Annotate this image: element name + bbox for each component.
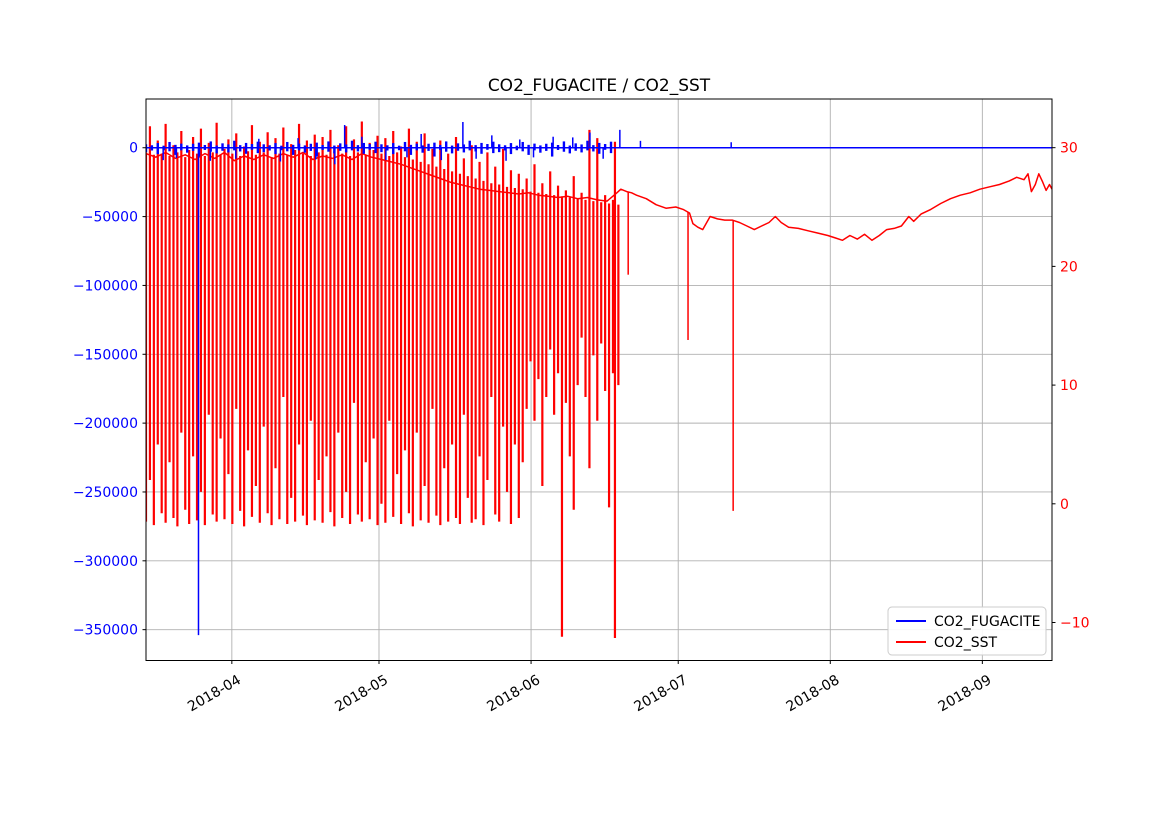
y-left-tick-label: −350000 bbox=[73, 623, 138, 639]
legend: CO2_FUGACITE CO2_SST bbox=[887, 606, 1047, 656]
grid-lines bbox=[146, 99, 1052, 661]
x-tick-label: 2018-09 bbox=[936, 672, 995, 715]
y-left-tick-label: −250000 bbox=[73, 485, 138, 501]
y-left-tick-label: −50000 bbox=[82, 210, 138, 226]
y-left-tick-label: −150000 bbox=[73, 347, 138, 363]
series-line bbox=[146, 151, 1052, 242]
y-right-tick-label: 30 bbox=[1060, 141, 1078, 157]
x-tick-label: 2018-04 bbox=[185, 672, 244, 715]
x-tick-label: 2018-06 bbox=[484, 672, 543, 715]
y-left-tick-label: −100000 bbox=[73, 278, 138, 294]
y-left-tick-label: −300000 bbox=[73, 554, 138, 570]
y-right-tick-label: −10 bbox=[1060, 616, 1090, 632]
legend-box bbox=[887, 606, 1047, 656]
data-series bbox=[146, 121, 1052, 638]
x-tick-label: 2018-07 bbox=[632, 672, 691, 715]
series-co2_sst bbox=[146, 121, 1052, 638]
y-right-tick-label: 10 bbox=[1060, 378, 1078, 394]
y-left-tick-label: 0 bbox=[129, 141, 138, 157]
y-right-tick-label: 20 bbox=[1060, 259, 1078, 275]
series-co2_fugacite bbox=[146, 121, 1052, 636]
legend-label: CO2_SST bbox=[934, 635, 997, 651]
y-right-tick-label: 0 bbox=[1060, 497, 1069, 513]
x-tick-label: 2018-05 bbox=[332, 672, 391, 715]
y-left-tick-label: −200000 bbox=[73, 416, 138, 432]
legend-label: CO2_FUGACITE bbox=[934, 614, 1040, 630]
x-tick-label: 2018-08 bbox=[784, 672, 843, 715]
plot-border bbox=[145, 98, 1053, 661]
chart-title: CO2_FUGACITE / CO2_SST bbox=[488, 76, 711, 96]
